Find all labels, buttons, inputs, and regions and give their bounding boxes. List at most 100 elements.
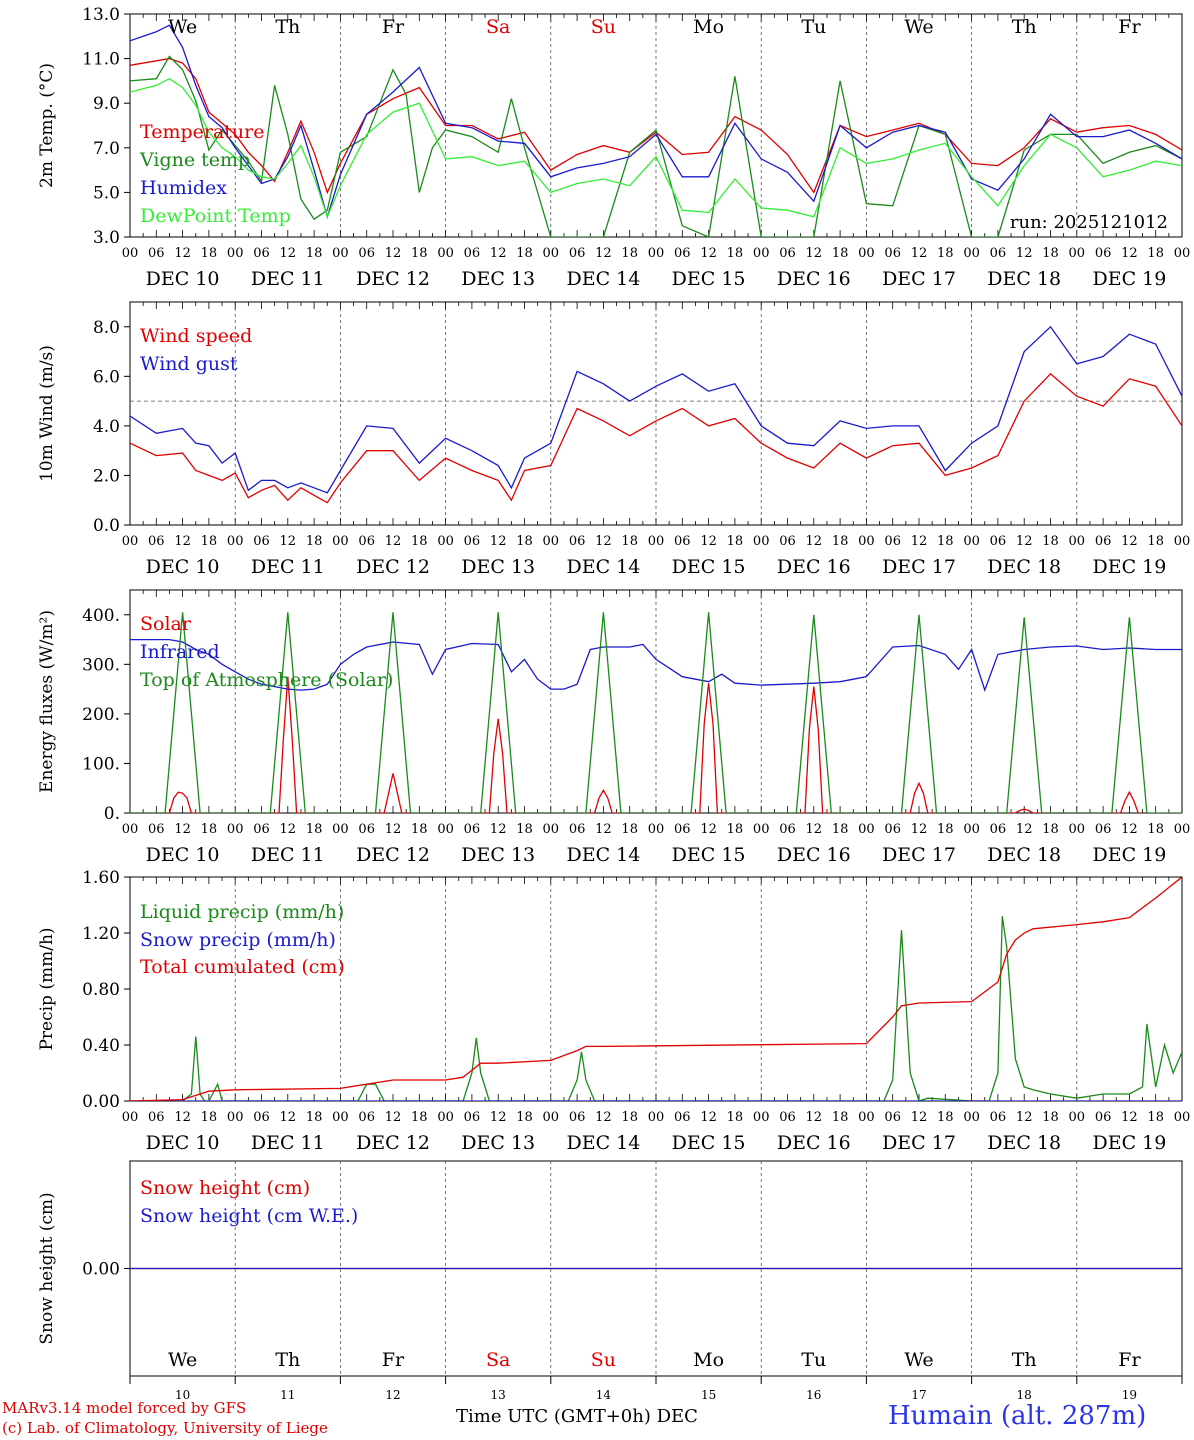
weekday-label-bottom: Su	[591, 1349, 616, 1371]
day-number-label: 10	[175, 1388, 190, 1402]
x-hour-label: 18	[1042, 1110, 1059, 1125]
x-hour-label: 12	[174, 822, 191, 837]
x-hour-label: 12	[595, 1110, 612, 1125]
x-date-label: DEC 19	[1092, 844, 1166, 866]
x-date-label: DEC 16	[777, 1132, 851, 1154]
x-hour-label: 12	[911, 1110, 928, 1125]
legend-total-cumulated-cm-: Total cumulated (cm)	[140, 956, 345, 978]
y-tick-label: 9.0	[93, 94, 120, 114]
day-number-label: 19	[1122, 1388, 1137, 1402]
legend-top-of-atmosphere-solar-: Top of Atmosphere (Solar)	[140, 669, 393, 691]
x-hour-label: 12	[1121, 1110, 1138, 1125]
x-hour-label: 06	[358, 534, 375, 549]
x-hour-label: 18	[516, 534, 533, 549]
weekday-label-top: Sa	[486, 16, 510, 38]
x-hour-label: 18	[621, 1110, 638, 1125]
weekday-label-top: Su	[591, 16, 616, 38]
x-date-label: DEC 16	[777, 844, 851, 866]
x-hour-label: 12	[490, 1110, 507, 1125]
x-hour-label: 12	[1121, 534, 1138, 549]
x-hour-label: 18	[937, 246, 954, 261]
x-hour-label: 06	[253, 534, 270, 549]
y-tick-label: 7.0	[93, 139, 120, 159]
x-hour-label: 06	[674, 534, 691, 549]
x-hour-label: 18	[1147, 1110, 1164, 1125]
x-hour-label: 00	[1174, 822, 1191, 837]
weekday-label-bottom: Sa	[486, 1349, 510, 1371]
x-hour-label: 06	[990, 246, 1007, 261]
x-hour-label: 06	[148, 822, 165, 837]
x-date-label: DEC 18	[987, 268, 1061, 290]
x-hour-label: 00	[227, 246, 244, 261]
x-hour-label: 00	[1174, 246, 1191, 261]
x-hour-label: 00	[543, 246, 560, 261]
x-hour-label: 06	[1095, 534, 1112, 549]
x-date-label: DEC 17	[882, 268, 956, 290]
x-date-label: DEC 14	[566, 844, 640, 866]
y-axis-label: Precip (mm/h)	[37, 927, 57, 1050]
x-hour-label: 12	[385, 1110, 402, 1125]
x-hour-label: 18	[727, 534, 744, 549]
x-date-label: DEC 10	[146, 844, 220, 866]
y-tick-label: 13.0	[82, 5, 120, 25]
x-date-label: DEC 12	[356, 556, 430, 578]
x-hour-label: 00	[122, 1110, 139, 1125]
x-hour-label: 12	[595, 822, 612, 837]
x-hour-label: 12	[700, 822, 717, 837]
x-hour-label: 18	[727, 246, 744, 261]
x-hour-label: 12	[1016, 1110, 1033, 1125]
series-line-top-of-atmosphere-solar-	[130, 612, 1182, 813]
x-date-label: DEC 15	[672, 556, 746, 578]
weekday-label-top: Fr	[1118, 16, 1141, 38]
x-hour-label: 00	[332, 822, 349, 837]
x-date-label: DEC 11	[251, 844, 325, 866]
x-axis-title: Time UTC (GMT+0h) DEC	[456, 1406, 698, 1427]
x-hour-label: 18	[832, 822, 849, 837]
x-hour-label: 00	[858, 1110, 875, 1125]
x-hour-label: 06	[884, 822, 901, 837]
x-hour-label: 12	[280, 822, 297, 837]
x-hour-label: 00	[753, 1110, 770, 1125]
legend-snow-height-cm-w-e-: Snow height (cm W.E.)	[140, 1205, 358, 1227]
x-hour-label: 00	[122, 246, 139, 261]
footer-model-line: MARv3.14 model forced by GFS	[2, 1399, 247, 1417]
x-hour-label: 00	[437, 246, 454, 261]
day-number-label: 15	[701, 1388, 716, 1402]
x-hour-label: 06	[253, 1110, 270, 1125]
x-hour-label: 00	[1069, 246, 1086, 261]
x-hour-label: 18	[306, 822, 323, 837]
y-tick-label: 2.0	[93, 466, 120, 486]
x-hour-label: 00	[437, 822, 454, 837]
series-line-dewpoint-temp	[130, 77, 1182, 219]
x-hour-label: 12	[1016, 534, 1033, 549]
x-hour-label: 18	[411, 822, 428, 837]
weekday-label-top: Fr	[382, 16, 405, 38]
weekday-label-bottom: Th	[1012, 1349, 1037, 1371]
y-tick-label: 1.20	[82, 924, 120, 944]
x-date-label: DEC 10	[146, 556, 220, 578]
x-date-label: DEC 16	[777, 556, 851, 578]
x-hour-label: 06	[464, 246, 481, 261]
x-hour-label: 12	[595, 246, 612, 261]
y-tick-label: 8.0	[93, 318, 120, 338]
x-hour-label: 00	[858, 822, 875, 837]
x-hour-label: 06	[674, 1110, 691, 1125]
x-hour-label: 06	[358, 1110, 375, 1125]
weekday-label-bottom: We	[904, 1349, 933, 1371]
x-hour-label: 06	[464, 534, 481, 549]
x-hour-label: 18	[1042, 534, 1059, 549]
x-hour-label: 00	[122, 534, 139, 549]
x-hour-label: 06	[464, 822, 481, 837]
x-hour-label: 12	[806, 246, 823, 261]
x-hour-label: 00	[648, 822, 665, 837]
x-hour-label: 00	[227, 534, 244, 549]
x-hour-label: 18	[516, 1110, 533, 1125]
x-hour-label: 18	[1147, 246, 1164, 261]
legend-solar: Solar	[140, 613, 192, 635]
y-tick-label: 100.	[82, 754, 120, 774]
y-tick-label: 0.00	[82, 1092, 120, 1112]
y-tick-label: 400.	[82, 606, 120, 626]
x-hour-label: 18	[1147, 822, 1164, 837]
x-hour-label: 06	[884, 246, 901, 261]
